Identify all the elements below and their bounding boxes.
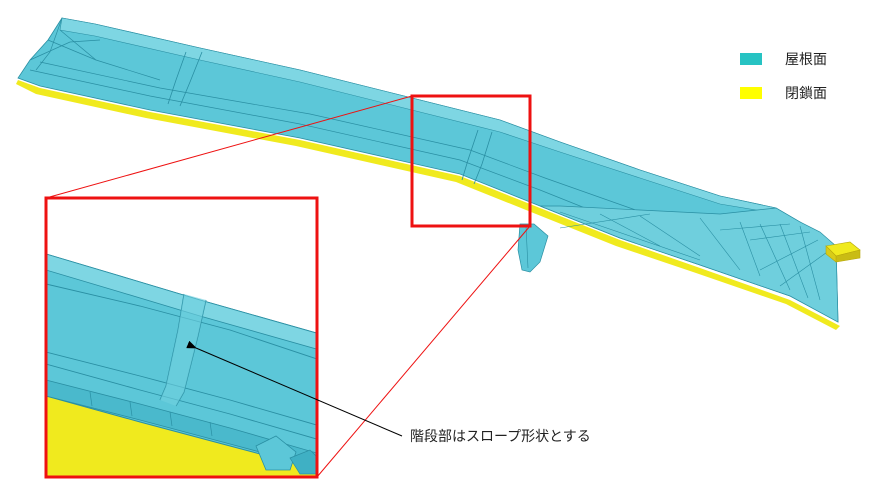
roof-right-section bbox=[539, 205, 839, 323]
callout-text: 階段部はスロープ形状とする bbox=[410, 429, 591, 445]
highlight-box bbox=[410, 94, 532, 228]
legend-swatch-roof bbox=[740, 53, 762, 65]
legend-swatch-closure bbox=[740, 87, 762, 99]
stair-slope-bands bbox=[167, 51, 493, 185]
legend: 屋根面 閉鎖面 bbox=[740, 52, 827, 102]
legend-label-roof: 屋根面 bbox=[785, 52, 827, 68]
closure-edge-bottom bbox=[16, 80, 840, 330]
legend-label-closure: 閉鎖面 bbox=[785, 86, 827, 102]
closure-block-right bbox=[825, 241, 861, 263]
zoom-frame bbox=[44, 196, 319, 479]
callout-arrow bbox=[186, 340, 403, 437]
stair-drop-block bbox=[517, 223, 549, 273]
roof-model bbox=[16, 17, 861, 330]
zoomed-detail-view bbox=[46, 198, 317, 477]
zoom-connector-lines bbox=[45, 95, 531, 478]
